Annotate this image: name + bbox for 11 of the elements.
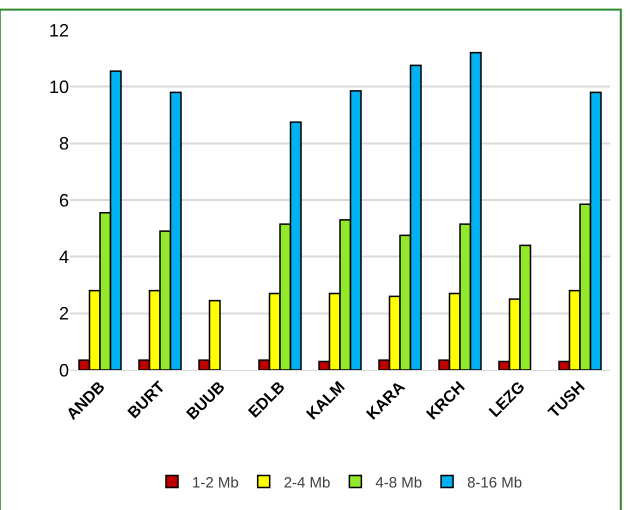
legend-label: 8-16 Mb [467,474,522,492]
legend-label: 2-4 Mb [284,474,330,492]
y-tick-label: 12 [48,20,69,40]
y-tick-label: 10 [48,76,69,97]
legend-label: 1-2 Mb [192,474,239,492]
y-tick-label: 8 [58,134,69,154]
y-tick-label: 2 [58,304,69,324]
y-tick-label: 4 [58,246,69,267]
y-tick-label: 0 [58,360,69,380]
y-tick-label: 6 [58,190,69,210]
legend-label: 4-8 Mb [375,474,422,492]
